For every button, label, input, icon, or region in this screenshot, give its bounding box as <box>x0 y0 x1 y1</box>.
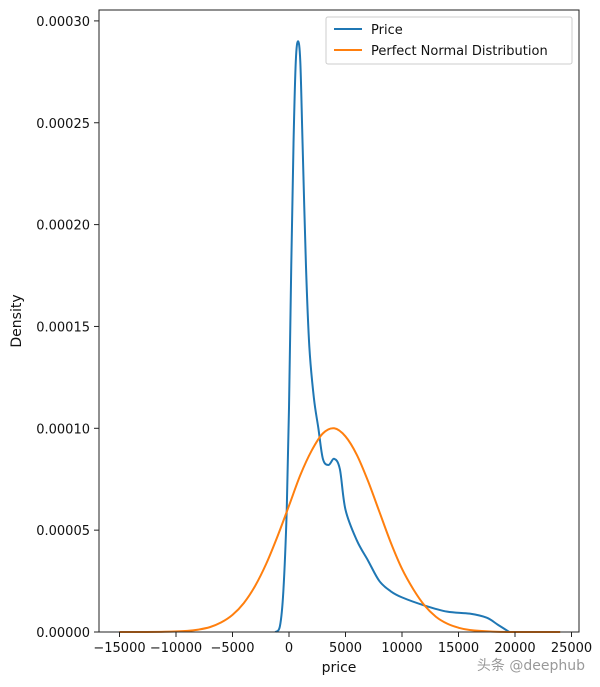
legend-label-normal: Perfect Normal Distribution <box>371 44 548 59</box>
legend: Price Perfect Normal Distribution <box>325 16 573 65</box>
x-tick-label: −10000 <box>150 641 202 656</box>
x-tick-label: 15000 <box>438 641 479 656</box>
y-tick-label: 0.00010 <box>36 422 90 437</box>
y-axis-label: Density <box>9 294 25 347</box>
y-tick-label: 0.00030 <box>36 15 90 30</box>
plot-frame <box>98 9 580 633</box>
x-tick-label: −5000 <box>211 641 255 656</box>
y-tick-label: 0.00015 <box>36 320 90 335</box>
x-tick-label: 5000 <box>329 641 362 656</box>
x-tick-label: 25000 <box>551 641 592 656</box>
x-tick-label: 0 <box>285 641 293 656</box>
x-tick-label: −15000 <box>93 641 145 656</box>
series-line-price <box>274 40 510 633</box>
legend-label-price: Price <box>371 23 403 38</box>
y-tick-label: 0.00005 <box>36 524 90 539</box>
y-tick-label: 0.00000 <box>36 626 90 641</box>
x-tick-label: 10000 <box>381 641 422 656</box>
x-axis-label: price <box>322 660 357 676</box>
series-line-normal <box>119 427 561 634</box>
y-tick-label: 0.00025 <box>36 117 90 132</box>
y-tick-label: 0.00020 <box>36 219 90 234</box>
watermark: 头条 @deephub <box>477 657 585 674</box>
x-tick-label: 20000 <box>494 641 535 656</box>
